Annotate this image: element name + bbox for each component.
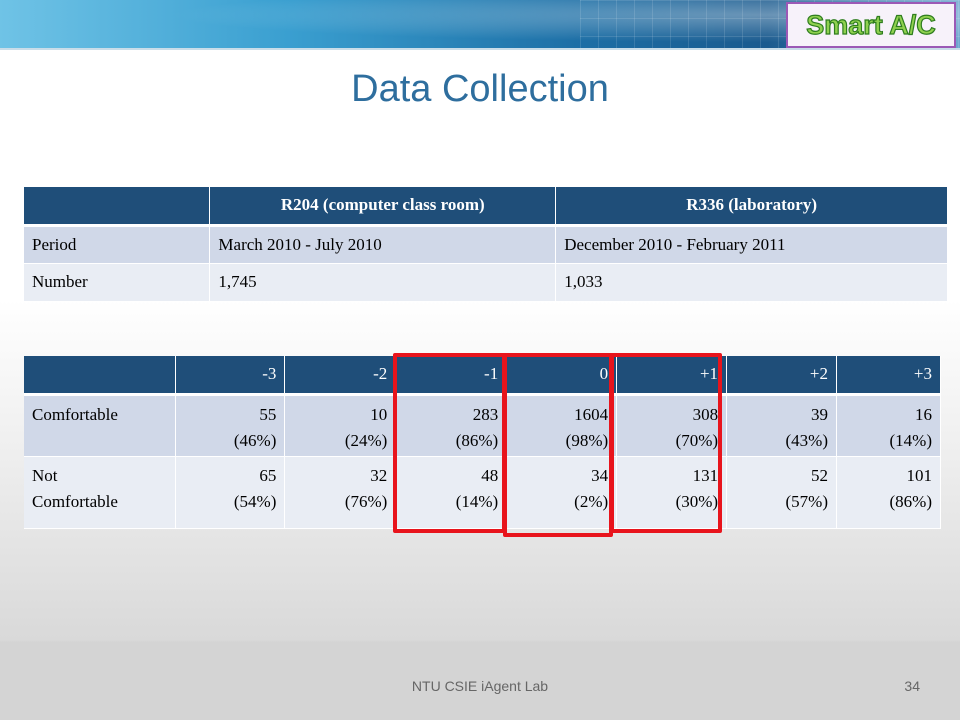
cell-percent: (86%) (889, 491, 932, 511)
cell-count: 52 (810, 465, 828, 485)
logo-text: Smart A/C (806, 9, 937, 40)
comfort-table: -3 -2 -1 0 +1 +2 +3 Comfortable 55 (46%) … (24, 356, 942, 529)
comfort-header-m1: -1 (395, 356, 508, 396)
cell-percent: (30%) (675, 491, 719, 511)
number-r204: 1,745 (209, 263, 557, 302)
cell-count: 34 (591, 465, 609, 485)
cell-count: 101 (906, 465, 933, 485)
cell-percent: (24%) (344, 430, 388, 450)
smart-ac-logo: Smart A/C (786, 2, 956, 48)
cell-comfortable-p1: 308 (70%) (616, 394, 728, 457)
cell-percent: (86%) (455, 430, 499, 450)
cell-count: 16 (915, 404, 932, 424)
rooms-table-header-r336: R336 (laboratory) (555, 187, 948, 227)
footer-lab-name: NTU CSIE iAgent Lab (411, 678, 549, 694)
cell-not-comfortable-m2: 32 (76%) (284, 456, 397, 529)
comfort-header-p1: +1 (616, 356, 728, 396)
rooms-table-header-blank (24, 187, 211, 227)
cell-percent: (98%) (565, 430, 609, 450)
cell-not-comfortable-m1: 48 (14%) (395, 456, 508, 529)
comfort-header-p3: +3 (836, 356, 942, 396)
table-row: Not Comfortable 65 (54%) 32 (76%) 48 (14%) 3… (24, 456, 942, 529)
cell-comfortable-p2: 39 (43%) (726, 394, 837, 457)
cell-not-comfortable-p3: 101 (86%) (836, 456, 942, 529)
cell-count: 283 (472, 404, 499, 424)
cell-comfortable-m2: 10 (24%) (284, 394, 397, 457)
cell-percent: (70%) (675, 430, 719, 450)
rooms-table-header-r204: R204 (computer class room) (209, 187, 557, 227)
table-row: Number 1,745 1,033 (24, 263, 948, 302)
rooms-table: R204 (computer class room) R336 (laborat… (24, 187, 948, 302)
cell-percent: (14%) (455, 491, 499, 511)
cell-count: 131 (692, 465, 719, 485)
cell-comfortable-0: 1604 (98%) (506, 394, 618, 457)
cell-percent: (76%) (344, 491, 388, 511)
period-r336: December 2010 - February 2011 (555, 225, 948, 264)
comfort-header-0: 0 (506, 356, 618, 396)
cell-not-comfortable-p1: 131 (30%) (616, 456, 728, 529)
row-label-line1: Not (32, 465, 58, 485)
cell-comfortable-m1: 283 (86%) (395, 394, 508, 457)
cell-count: 1604 (574, 404, 609, 424)
page-title: Data Collection (351, 68, 609, 110)
cell-count: 48 (481, 465, 499, 485)
cell-count: 55 (259, 404, 277, 424)
cell-percent: (43%) (785, 430, 828, 450)
cell-percent: (2%) (574, 491, 609, 511)
number-r336: 1,033 (555, 263, 948, 302)
page-number: 34 (904, 678, 920, 694)
comfort-header-p2: +2 (726, 356, 837, 396)
row-label-comfortable: Comfortable (24, 394, 177, 457)
row-label-number: Number (24, 263, 211, 302)
comfort-table-header-row: -3 -2 -1 0 +1 +2 +3 (24, 356, 942, 396)
rooms-table-header-row: R204 (computer class room) R336 (laborat… (24, 187, 948, 227)
row-label-not-comfortable: Not Comfortable (24, 456, 177, 529)
cell-count: 32 (370, 465, 388, 485)
row-label-period: Period (24, 225, 211, 264)
cell-percent: (57%) (785, 491, 828, 511)
row-label-line2: Comfortable (32, 491, 118, 511)
cell-comfortable-p3: 16 (14%) (836, 394, 942, 457)
cell-count: 39 (810, 404, 828, 424)
cell-percent: (14%) (889, 430, 932, 450)
cell-count: 65 (259, 465, 277, 485)
cell-count: 308 (692, 404, 719, 424)
cell-count: 10 (370, 404, 388, 424)
cell-not-comfortable-m3: 65 (54%) (175, 456, 286, 529)
period-r204: March 2010 - July 2010 (209, 225, 557, 264)
cell-not-comfortable-p2: 52 (57%) (726, 456, 837, 529)
cell-not-comfortable-0: 34 (2%) (506, 456, 618, 529)
comfort-header-m2: -2 (284, 356, 397, 396)
comfort-header-blank (24, 356, 177, 396)
cell-comfortable-m3: 55 (46%) (175, 394, 286, 457)
cell-percent: (46%) (233, 430, 277, 450)
table-row: Period March 2010 - July 2010 December 2… (24, 225, 948, 264)
row-label-line1: Comfortable (32, 404, 118, 424)
table-row: Comfortable 55 (46%) 10 (24%) 283 (86%) 160… (24, 394, 942, 457)
cell-percent: (54%) (233, 491, 277, 511)
comfort-header-m3: -3 (175, 356, 286, 396)
